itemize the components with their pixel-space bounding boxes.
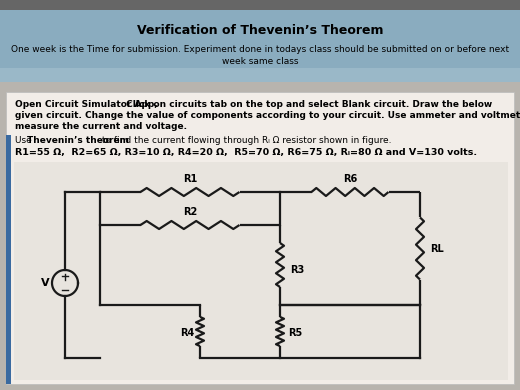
FancyBboxPatch shape (6, 92, 514, 384)
Text: One week is the Time for submission. Experiment done in todays class should be s: One week is the Time for submission. Exp… (11, 46, 509, 55)
Text: R4: R4 (180, 328, 194, 339)
Text: V: V (41, 278, 49, 288)
FancyBboxPatch shape (6, 135, 11, 384)
Text: R6: R6 (343, 174, 357, 184)
Text: Open Circuit Simulator App,: Open Circuit Simulator App, (15, 100, 158, 109)
Text: R3: R3 (290, 265, 304, 275)
FancyBboxPatch shape (0, 68, 520, 82)
Text: R1: R1 (183, 174, 197, 184)
Text: given circuit. Change the value of components according to your circuit. Use amm: given circuit. Change the value of compo… (15, 111, 520, 120)
FancyBboxPatch shape (0, 10, 520, 82)
Text: R2: R2 (183, 207, 197, 217)
FancyBboxPatch shape (0, 0, 520, 10)
FancyBboxPatch shape (14, 162, 508, 380)
Text: to find the current flowing through Rₗ Ω resistor shown in figure.: to find the current flowing through Rₗ Ω… (99, 136, 392, 145)
Text: Use: Use (15, 136, 35, 145)
Text: week same class: week same class (222, 57, 298, 67)
Text: Verification of Thevenin’s Theorem: Verification of Thevenin’s Theorem (137, 23, 383, 37)
FancyBboxPatch shape (0, 82, 520, 390)
Text: R5: R5 (288, 328, 302, 339)
Text: R1=55 Ω,  R2=65 Ω, R3=10 Ω, R4=20 Ω,  R5=70 Ω, R6=75 Ω, Rₗ=80 Ω and V=130 volts.: R1=55 Ω, R2=65 Ω, R3=10 Ω, R4=20 Ω, R5=7… (15, 148, 477, 157)
Text: Thevenin’s theorem: Thevenin’s theorem (27, 136, 129, 145)
Text: Click on circuits tab on the top and select Blank circuit. Draw the below: Click on circuits tab on the top and sel… (123, 100, 492, 109)
Text: RL: RL (430, 243, 444, 254)
Text: measure the current and voltage.: measure the current and voltage. (15, 122, 187, 131)
